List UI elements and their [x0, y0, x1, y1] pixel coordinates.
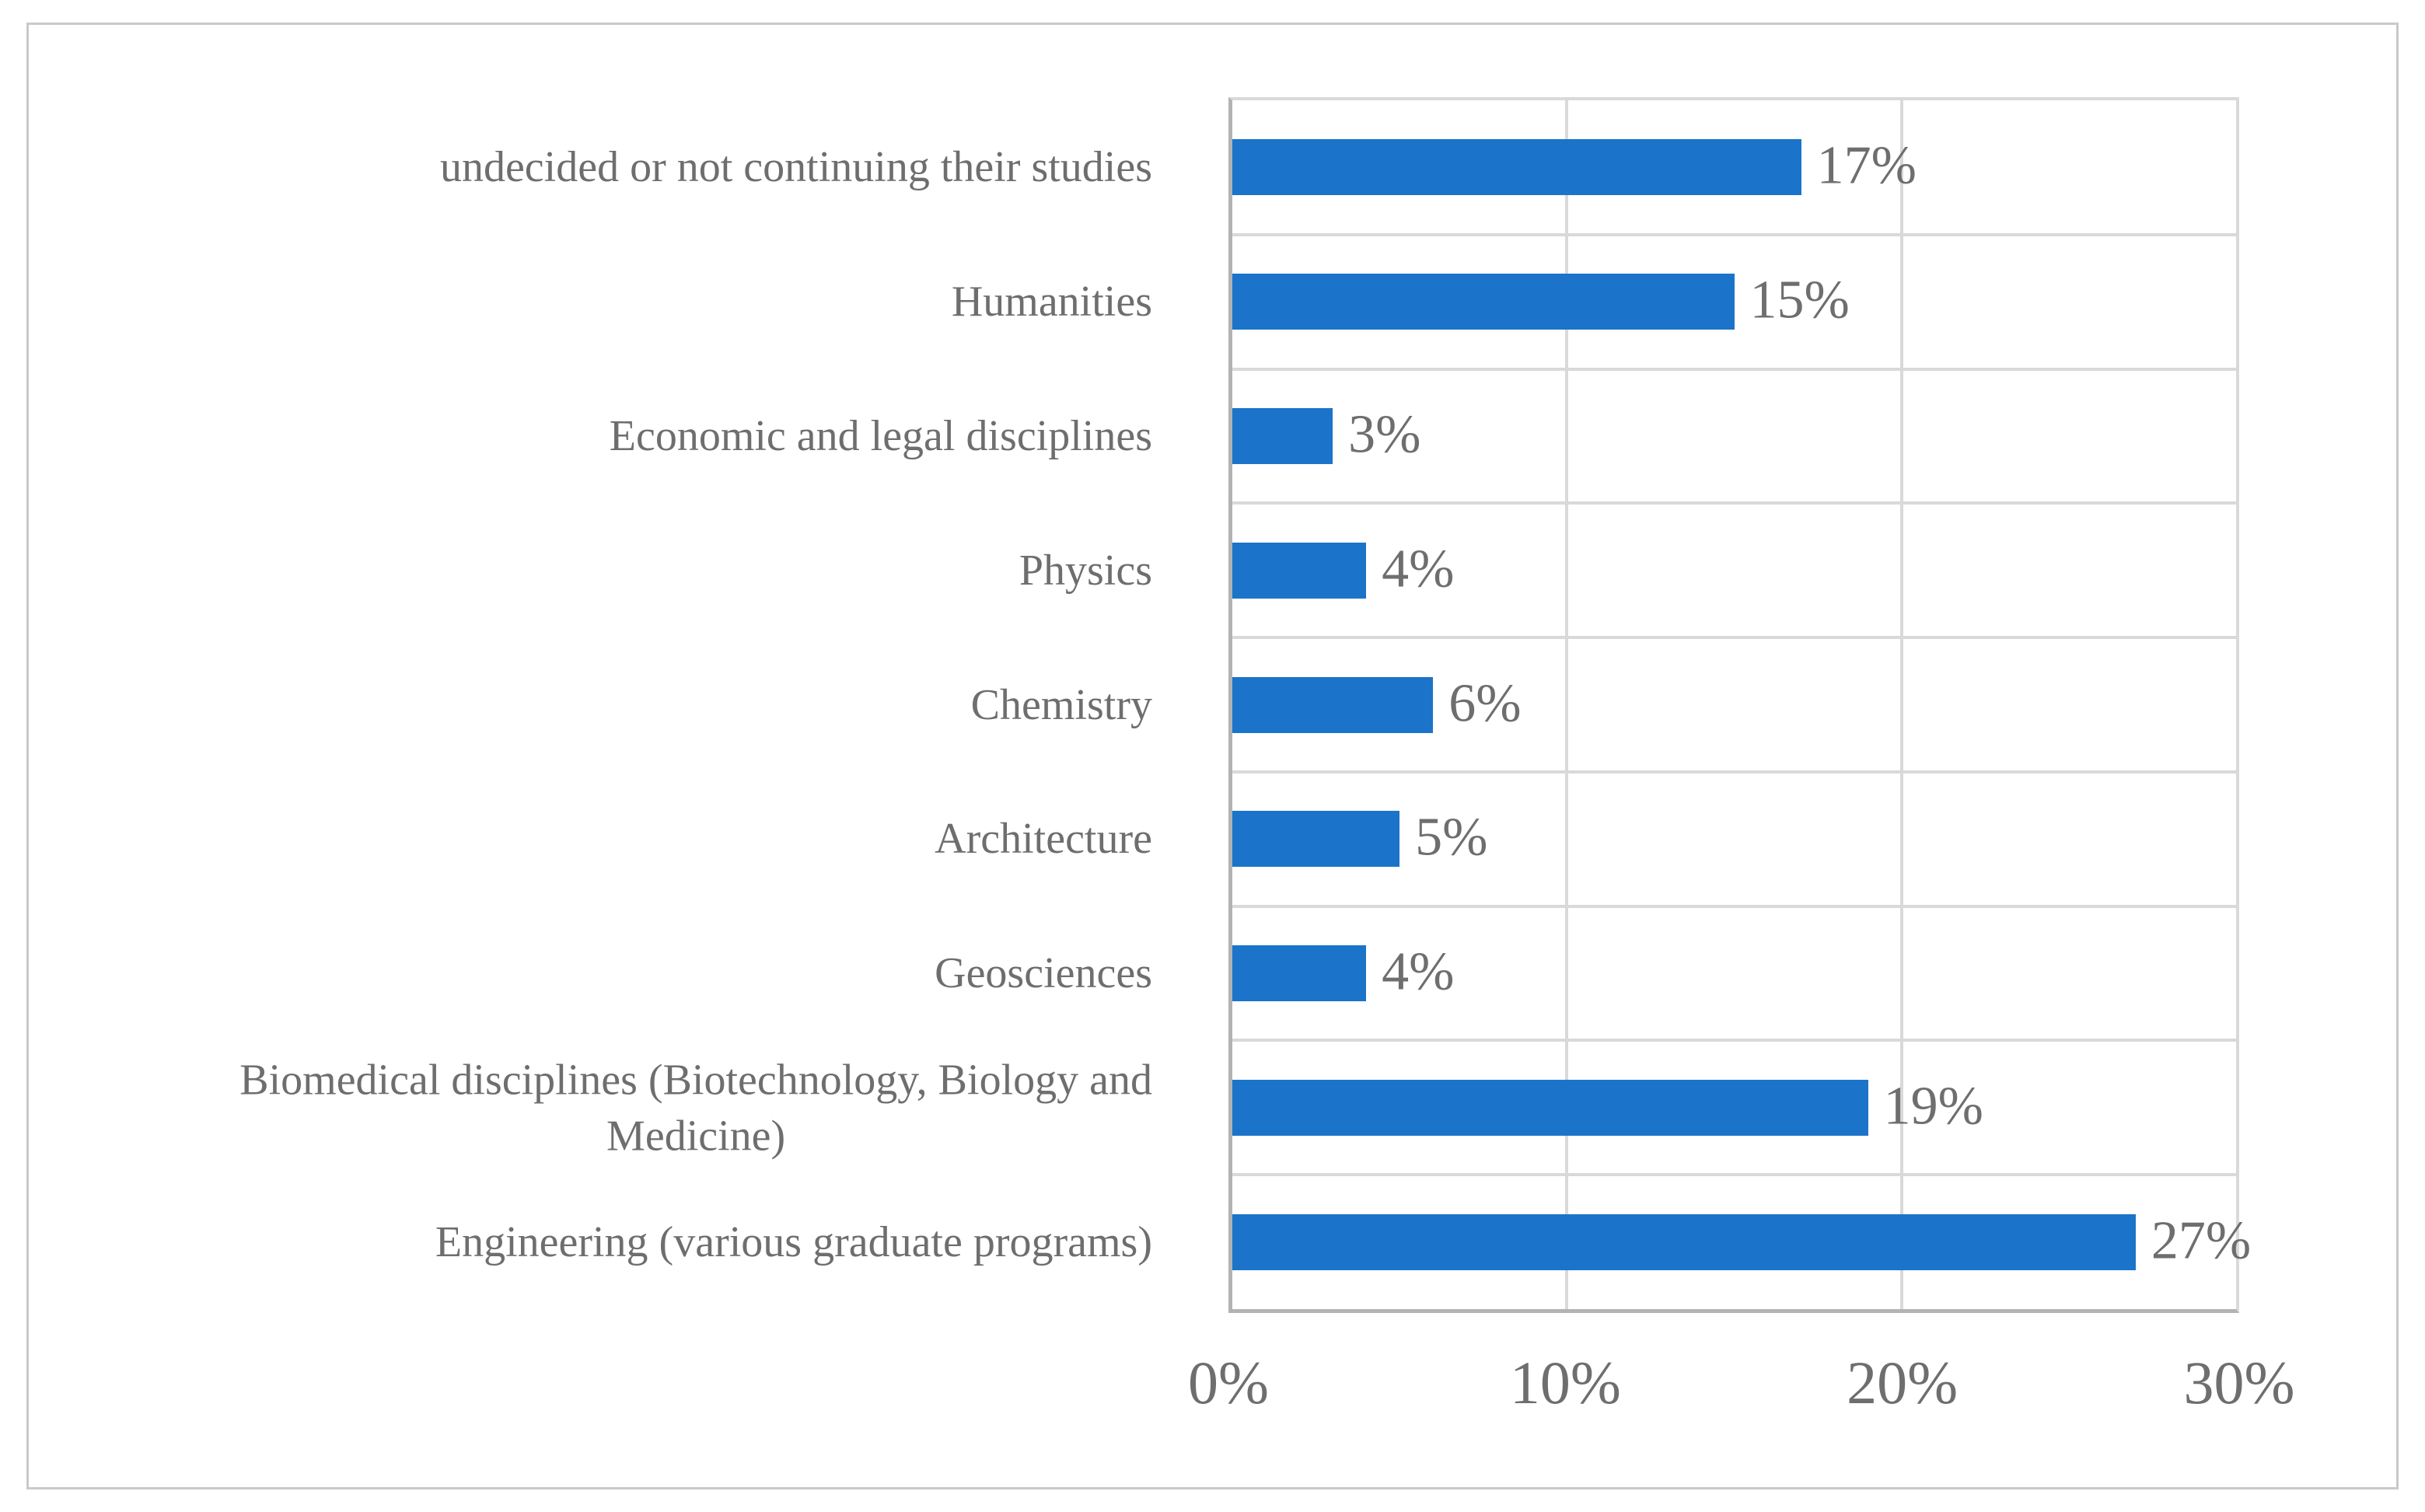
category-axis-labels: undecided or not continuing their studie… — [31, 97, 1197, 1313]
x-tick-label: 0% — [1188, 1349, 1269, 1416]
bar — [1232, 274, 1735, 330]
gridline-vertical — [1899, 100, 1903, 1309]
gridline-horizontal — [1232, 1173, 2236, 1177]
bar — [1232, 1079, 1868, 1136]
bar-value-label: 19% — [1883, 1076, 1983, 1137]
plot-area: 17% 15% 3% 4% 6% 5% 4% 19% 27% — [1228, 97, 2251, 1313]
bar-value-label: 5% — [1415, 807, 1488, 868]
category-label: Architecture — [935, 815, 1152, 864]
bar — [1232, 407, 1333, 464]
x-tick-label: 20% — [1847, 1349, 1959, 1416]
category-label: Humanities — [951, 278, 1152, 326]
bar — [1232, 676, 1434, 733]
bar-value-label: 4% — [1382, 539, 1455, 599]
x-tick-label: 10% — [1509, 1349, 1621, 1416]
bar-value-label: 4% — [1382, 941, 1455, 1002]
category-label: Engineering (various graduate programs) — [435, 1217, 1152, 1266]
gridline-horizontal — [1232, 501, 2236, 505]
bar — [1232, 945, 1367, 1002]
gridline-horizontal — [1232, 232, 2236, 236]
category-label: Biomedical disciplines (Biotechnology, B… — [239, 1056, 1152, 1160]
value-axis-labels: 0% 10% 20% 30% — [1188, 1317, 2294, 1488]
bar-value-label: 6% — [1448, 672, 1522, 733]
gridline-horizontal — [1232, 1039, 2236, 1042]
bar-value-label: 15% — [1749, 270, 1850, 330]
gridline-horizontal — [1232, 770, 2236, 773]
category-label: Economic and legal disciplines — [609, 412, 1152, 461]
gridline-horizontal — [1232, 904, 2236, 908]
category-label: Chemistry — [970, 680, 1152, 729]
gridline-horizontal — [1232, 367, 2236, 371]
bar — [1232, 139, 1801, 196]
category-label: Physics — [1019, 546, 1152, 595]
bar-value-label: 3% — [1348, 404, 1421, 465]
gridline-vertical — [1565, 100, 1569, 1309]
gridline-horizontal — [1232, 636, 2236, 640]
bar — [1232, 811, 1400, 868]
bar-value-label: 27% — [2151, 1210, 2252, 1271]
x-tick-label: 30% — [2183, 1349, 2295, 1416]
category-label: Geosciences — [935, 949, 1152, 998]
bar — [1232, 1213, 2136, 1270]
bar — [1232, 542, 1367, 599]
bar-value-label: 17% — [1816, 135, 1917, 196]
category-label: undecided or not continuing their studie… — [439, 143, 1152, 192]
